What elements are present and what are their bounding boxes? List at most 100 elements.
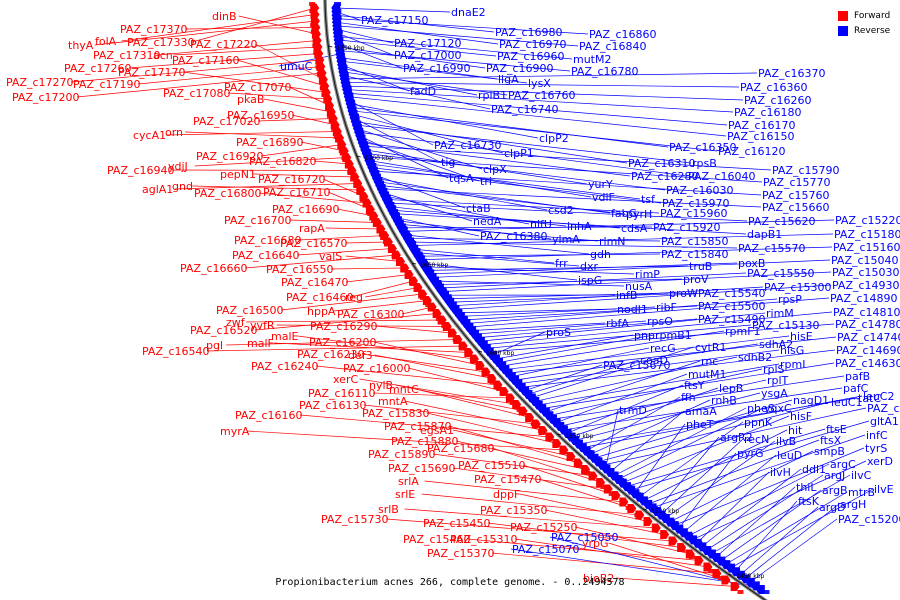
gene-label: PAZ_c16150	[727, 130, 795, 143]
gene-label: hppA	[307, 305, 336, 318]
gene-connector	[226, 339, 459, 346]
gene-connector	[673, 447, 865, 526]
gene-connector	[70, 59, 321, 83]
forward-gene-block	[688, 555, 695, 559]
reverse-gene-block	[340, 65, 348, 69]
gene-label: proW	[669, 287, 698, 300]
gene-connector	[257, 118, 334, 122]
gene-connector	[192, 185, 362, 191]
gene-connector	[373, 341, 481, 366]
gene-label: PAZ_c16780	[571, 65, 639, 78]
forward-gene-block	[489, 380, 496, 384]
gene-connector	[227, 92, 329, 100]
reverse-gene-block	[425, 268, 433, 272]
gene-label: def3	[348, 349, 373, 362]
gene-label: rpmF1	[725, 325, 761, 338]
gene-connector	[530, 346, 695, 399]
gene-connector	[298, 235, 386, 241]
gene-label: PAZ_c15850	[661, 235, 729, 248]
gene-connector	[479, 312, 766, 342]
gene-label: pgl	[206, 339, 223, 352]
gene-connector	[559, 379, 767, 427]
forward-gene-block	[584, 471, 591, 475]
gene-connector	[476, 318, 698, 339]
gene-connector	[355, 124, 692, 164]
gene-label: ydjJ	[168, 160, 188, 173]
scale-tick-mark	[557, 433, 562, 436]
reverse-gene-block	[723, 562, 731, 566]
gene-label: PAZ_c16310	[628, 157, 696, 170]
gene-label: gltA1	[870, 415, 899, 428]
gene-connector	[313, 160, 350, 165]
gene-label: rlmN	[599, 235, 626, 248]
gene-connector	[544, 360, 701, 413]
gene-label: leuC2	[863, 390, 894, 403]
gene-label: PAZ_c16500	[216, 304, 284, 317]
gene-label: argC	[830, 458, 856, 471]
gene-label: PAZ_c16760	[508, 89, 576, 102]
gene-connector	[357, 131, 688, 177]
gene-connector	[336, 25, 579, 47]
gene-label: PAZ_c14890	[830, 292, 898, 305]
gene-label: dinB	[212, 10, 237, 23]
gene-label: PAZ_c15830	[362, 407, 430, 420]
gene-label: mntC	[389, 383, 419, 396]
gene-connector	[191, 7, 316, 43]
gene-label: gnd	[172, 180, 193, 193]
gene-connector	[174, 183, 359, 190]
gene-connector	[347, 96, 727, 137]
gene-label: hit	[788, 424, 803, 437]
gene-connector	[368, 160, 592, 198]
reverse-gene-block	[344, 86, 352, 90]
reverse-gene-block	[378, 184, 386, 188]
gene-label: reg	[345, 291, 363, 304]
gene-label: smpB	[814, 445, 845, 458]
gene-label: PAZ_c17370	[120, 23, 188, 36]
gene-label: PAZ_c16970	[499, 38, 567, 51]
gene-label: PAZ_c16380	[480, 230, 548, 243]
gene-connector	[206, 345, 464, 352]
forward-gene-block	[652, 527, 659, 531]
reverse-gene-block	[392, 212, 400, 216]
gene-label: PAZ_c14810	[833, 306, 900, 319]
gene-label: ispG	[578, 274, 602, 287]
forward-gene-block	[321, 93, 328, 97]
forward-gene-block	[679, 548, 686, 552]
reverse-gene-block	[466, 324, 474, 328]
legend-reverse-label: Reverse	[854, 25, 891, 36]
gene-label: rbfA	[606, 317, 629, 330]
forward-gene-arrow	[712, 569, 722, 578]
forward-gene-block	[396, 261, 403, 265]
gene-label: orn	[165, 126, 183, 139]
gene-label: PAZ_c16370	[758, 67, 826, 80]
gene-connector	[451, 286, 764, 307]
reverse-gene-block	[534, 401, 542, 405]
forward-gene-block	[331, 128, 338, 132]
gene-connector	[340, 64, 410, 92]
gene-label: PAZ_c16040	[688, 170, 756, 183]
gene-label: rapA	[299, 222, 325, 235]
gene-label: dnaE2	[451, 6, 486, 19]
gene-label: PAZ_c16240	[251, 360, 319, 373]
gene-connector	[441, 271, 832, 292]
scale-tick-label: 1500 kbp	[651, 508, 679, 515]
gene-connector	[371, 167, 662, 204]
gene-connector	[678, 452, 737, 530]
gene-connector	[642, 429, 788, 502]
gene-label: valS	[319, 250, 342, 263]
gene-connector	[485, 324, 752, 349]
gene-label: PAZ_c15350	[480, 504, 548, 517]
gene-connector	[362, 145, 772, 171]
gene-connector	[346, 92, 728, 126]
reverse-gene-block	[593, 457, 601, 461]
gene-label: PAZ_c15180	[834, 228, 900, 241]
reverse-gene-block	[334, 2, 342, 6]
gene-connector	[385, 199, 660, 214]
forward-gene-block	[509, 401, 516, 405]
forward-swatch	[838, 10, 848, 21]
gene-label: PAZ_c16660	[180, 262, 248, 275]
gene-connector	[382, 192, 473, 222]
reverse-gene-block	[439, 289, 447, 293]
gene-label: rplS	[763, 363, 785, 376]
gene-connector	[246, 319, 443, 323]
